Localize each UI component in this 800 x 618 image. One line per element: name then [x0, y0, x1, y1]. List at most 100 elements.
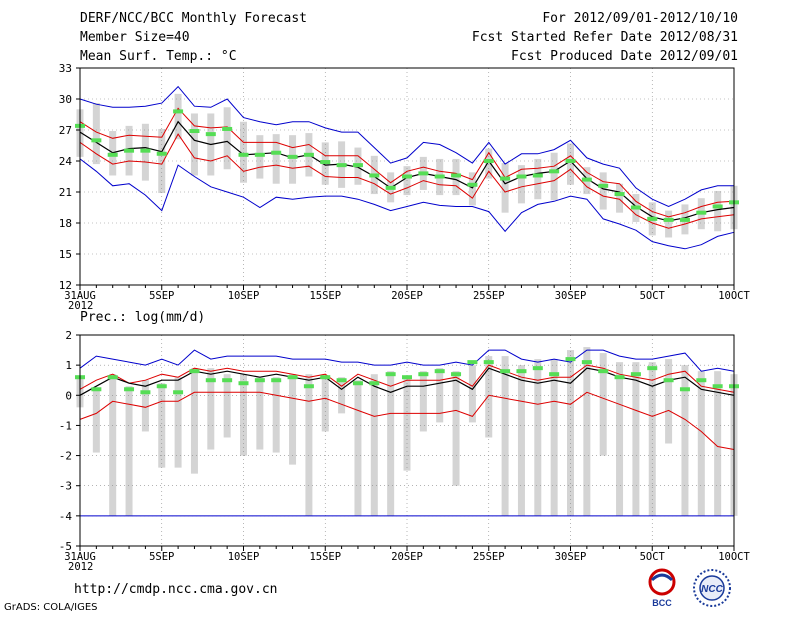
prec-median-marker	[451, 372, 462, 377]
prec-spread-box	[190, 368, 198, 474]
prec-spread-box	[321, 377, 329, 432]
prec-spread-box	[681, 365, 689, 516]
temp-median-marker	[303, 152, 314, 157]
prec-median-marker	[663, 378, 674, 383]
prec-x-tick-label: 20SEP	[391, 551, 423, 563]
temp-median-marker	[549, 169, 560, 174]
temp-median-marker	[483, 159, 494, 163]
prec-median-marker	[303, 384, 314, 389]
prec-spread-box	[141, 380, 149, 432]
prec-spread-box	[517, 365, 525, 516]
prec-median-marker	[238, 381, 249, 386]
prec-spread-box	[583, 347, 591, 516]
prec-median-marker	[630, 372, 641, 377]
prec-spread-box	[616, 362, 624, 516]
temp-median-marker	[336, 163, 347, 168]
temp-spread-box	[223, 107, 231, 170]
prec-x-tick-label: 5OCT	[640, 551, 666, 563]
prec-spread-box	[665, 359, 673, 444]
temp-median-marker	[532, 173, 543, 178]
prec-x-tick-label: 25SEP	[473, 551, 505, 563]
temp-y-tick-label: 24	[59, 155, 73, 168]
temp-median-marker	[173, 109, 184, 114]
prec-series-upper	[79, 364, 735, 393]
prec-spread-box	[125, 386, 133, 516]
temp-series-min	[79, 158, 735, 250]
prec-series-max	[79, 349, 735, 372]
prec-series-lower	[79, 391, 735, 450]
temp-median-marker	[385, 185, 396, 190]
prec-median-marker	[598, 369, 609, 374]
prec-median-marker	[369, 381, 380, 386]
prec-y-tick-label: 2	[65, 329, 72, 342]
temp-spread-box	[665, 210, 673, 238]
prec-median-marker	[467, 360, 478, 365]
prec-spread-box	[567, 350, 574, 516]
prec-y-tick-label: 0	[65, 389, 72, 402]
temp-x-tick-label: 20SEP	[391, 290, 423, 302]
temp-median-marker	[320, 160, 331, 165]
prec-median-marker	[124, 387, 135, 392]
prec-median-marker	[712, 384, 723, 389]
produced-date-label: Fcst Produced Date 2012/09/01	[511, 49, 738, 64]
prec-median-marker	[385, 372, 396, 377]
prec-y-tick-label: -3	[59, 480, 72, 493]
temp-x-tick-label: 10OCT	[718, 290, 750, 302]
temp-median-marker	[598, 183, 609, 188]
prec-median-marker	[140, 390, 151, 395]
prec-median-marker	[254, 378, 265, 383]
temp-median-marker	[91, 138, 102, 143]
prec-spread-box	[272, 377, 280, 453]
prec-x-tick-label: 31AUG	[64, 551, 96, 563]
prec-spread-box	[485, 356, 493, 438]
temp-median-marker	[630, 205, 641, 210]
prec-median-marker	[516, 369, 527, 374]
temp-x-tick-label: 5SEP	[149, 290, 174, 302]
prec-x-tick-label: 10OCT	[718, 551, 750, 563]
temp-spread-box	[289, 135, 297, 184]
bcc-logo: BCC	[648, 568, 676, 608]
prec-spread-box	[338, 377, 346, 414]
temp-median-marker	[156, 151, 167, 156]
temp-spread-box	[501, 163, 509, 213]
temp-median-marker	[712, 204, 723, 209]
temp-x-tick-label: 15SEP	[309, 290, 341, 302]
temp-y-tick-label: 21	[59, 186, 72, 199]
temp-median-marker	[352, 163, 363, 168]
prec-x-year-label: 2012	[68, 561, 93, 573]
member-size-label: Member Size=40	[80, 30, 190, 45]
temp-x-tick-label: 5OCT	[640, 290, 666, 302]
prec-spread-box	[305, 374, 313, 516]
temp-y-tick-label: 33	[59, 62, 72, 75]
temp-median-marker	[647, 216, 658, 221]
prec-median-marker	[352, 381, 363, 386]
temp-y-tick-label: 18	[59, 217, 72, 230]
prec-spread-box	[109, 374, 117, 516]
website-url[interactable]: http://cmdp.ncc.cma.gov.cn	[74, 582, 278, 597]
prec-median-marker	[565, 357, 576, 362]
start-date-label: Fcst Started Refer Date 2012/08/31	[471, 30, 738, 45]
prec-spread-box	[550, 359, 558, 516]
prec-spread-box	[452, 371, 460, 486]
prec-median-marker	[696, 378, 707, 383]
prec-spread-box	[207, 368, 215, 450]
temp-spread-box	[272, 134, 280, 184]
forecast-period-label: For 2012/09/01-2012/10/10	[542, 11, 738, 26]
prec-y-tick-label: -1	[59, 419, 72, 432]
temp-spread-box	[468, 172, 476, 206]
temp-spread-box	[92, 103, 100, 165]
temp-y-tick-label: 27	[59, 124, 72, 137]
temp-spread-box	[190, 113, 198, 176]
temp-spread-box	[256, 135, 264, 179]
prec-median-marker	[418, 372, 429, 377]
prec-spread-box	[468, 365, 476, 423]
prec-spread-box	[714, 371, 722, 516]
prec-spread-box	[534, 359, 542, 516]
temp-spread-box	[174, 93, 182, 140]
prec-median-marker	[173, 390, 184, 395]
temp-x-tick-label: 31AUG	[64, 290, 96, 302]
prec-spread-box	[419, 371, 427, 432]
prec-panel-title: Prec.: log(mm/d)	[80, 310, 205, 325]
prec-median-marker	[500, 369, 511, 374]
prec-y-tick-label: -2	[59, 450, 72, 463]
